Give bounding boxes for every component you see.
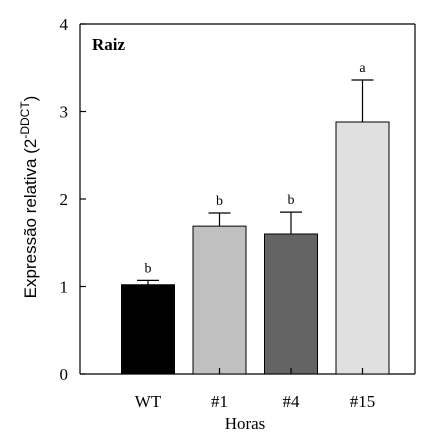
y-axis-label-superscript: -DDCT [18, 101, 32, 139]
y-tick-label: 3 [60, 103, 69, 122]
x-tick-label: #1 [211, 392, 228, 411]
significance-label: b [216, 194, 223, 209]
significance-label: b [145, 261, 152, 276]
y-axis-label-main: Expressão relativa (2 [21, 139, 40, 299]
y-tick-label: 0 [60, 365, 69, 384]
bar [121, 284, 175, 375]
significance-label: a [359, 61, 366, 76]
bar [335, 121, 390, 375]
bar [264, 233, 318, 375]
y-axis-label: Expressão relativa (2-DDCT) [18, 96, 40, 299]
bar [192, 225, 247, 375]
x-ticks: WT #1 #4 #15 [135, 368, 375, 411]
y-tick-label: 1 [60, 278, 69, 297]
significance-label: b [288, 193, 295, 208]
x-tick-label: #15 [350, 392, 376, 411]
panel-label: Raiz [92, 35, 126, 54]
y-axis-label-close: ) [21, 96, 40, 102]
x-tick-label: #4 [283, 392, 301, 411]
x-axis-label: Horas [225, 414, 266, 432]
y-tick-label: 4 [60, 15, 69, 34]
y-tick-label: 2 [60, 190, 69, 209]
bars: b b b a [121, 61, 390, 375]
x-tick-label: WT [135, 392, 162, 411]
y-ticks: 0 1 2 3 4 [60, 15, 86, 384]
